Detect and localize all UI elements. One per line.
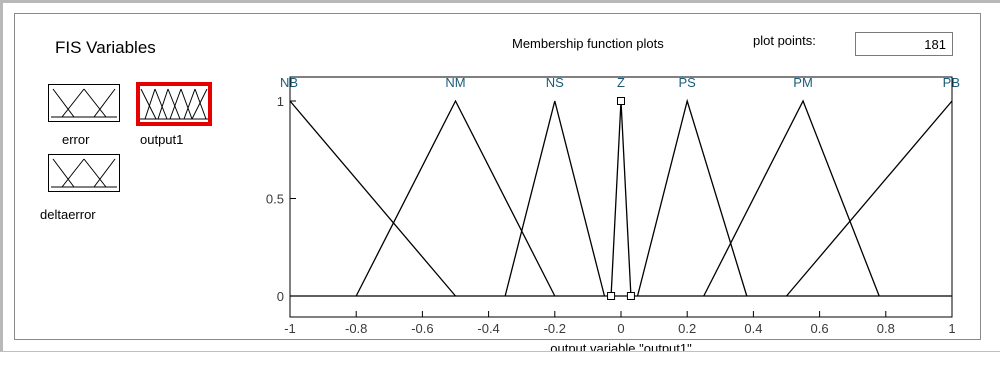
mf-vertex-marker[interactable]: [617, 97, 625, 105]
x-tick-label: -0.8: [345, 321, 367, 336]
mf-thumbnail-icon: [51, 158, 117, 188]
mf-thumbnail-icon: [140, 88, 208, 120]
x-tick-label: 0.6: [811, 321, 829, 336]
mf-label-z: Z: [617, 75, 625, 90]
mf-vertex-marker[interactable]: [607, 292, 616, 300]
mf-line-pb[interactable]: [786, 100, 953, 297]
mf-line-pm[interactable]: [703, 99, 880, 297]
mf-line-nb[interactable]: [289, 100, 456, 297]
mf-label-pm: PM: [793, 75, 813, 90]
x-tick-label: -0.6: [411, 321, 433, 336]
y-tick-label: 0: [277, 289, 284, 304]
x-tick-label: 0: [617, 321, 624, 336]
plot-points-label: plot points:: [753, 33, 816, 48]
mf-label-nb: NB: [280, 75, 298, 90]
mf-label-ns: NS: [546, 75, 564, 90]
variable-error-label: error: [62, 132, 90, 147]
variable-deltaerror-button[interactable]: [48, 154, 120, 192]
variable-output1-label: output1: [140, 132, 184, 147]
mf-label-ps: PS: [679, 75, 697, 90]
mf-line-ns[interactable]: [504, 100, 606, 297]
status-strip: [0, 351, 1000, 365]
y-tick-label: 1: [277, 94, 284, 109]
x-tick-label: 1: [948, 321, 955, 336]
fis-variables-title: FIS Variables: [55, 38, 156, 57]
mf-vertex-marker[interactable]: [626, 292, 635, 300]
plot-frame: [289, 76, 953, 318]
y-tick-label: 0.5: [266, 192, 284, 207]
variable-deltaerror-label: deltaerror: [40, 207, 96, 222]
mf-label-nm: NM: [445, 75, 465, 90]
x-tick-label: 0.4: [744, 321, 762, 336]
mf-thumbnail-icon: [51, 88, 117, 118]
x-tick-label: 0.2: [678, 321, 696, 336]
membership-plot-title: Membership function plots: [512, 36, 664, 51]
mf-line-ps[interactable]: [636, 98, 748, 297]
x-tick-label: -1: [284, 321, 296, 336]
x-tick-label: -0.4: [477, 321, 499, 336]
x-tick-label: 0.8: [877, 321, 895, 336]
x-tick-label: -0.2: [544, 321, 566, 336]
mf-label-pb: PB: [943, 75, 960, 90]
variable-error-button[interactable]: [48, 84, 120, 122]
variable-output1-button[interactable]: [136, 82, 212, 126]
plot-points-input[interactable]: [855, 32, 953, 56]
